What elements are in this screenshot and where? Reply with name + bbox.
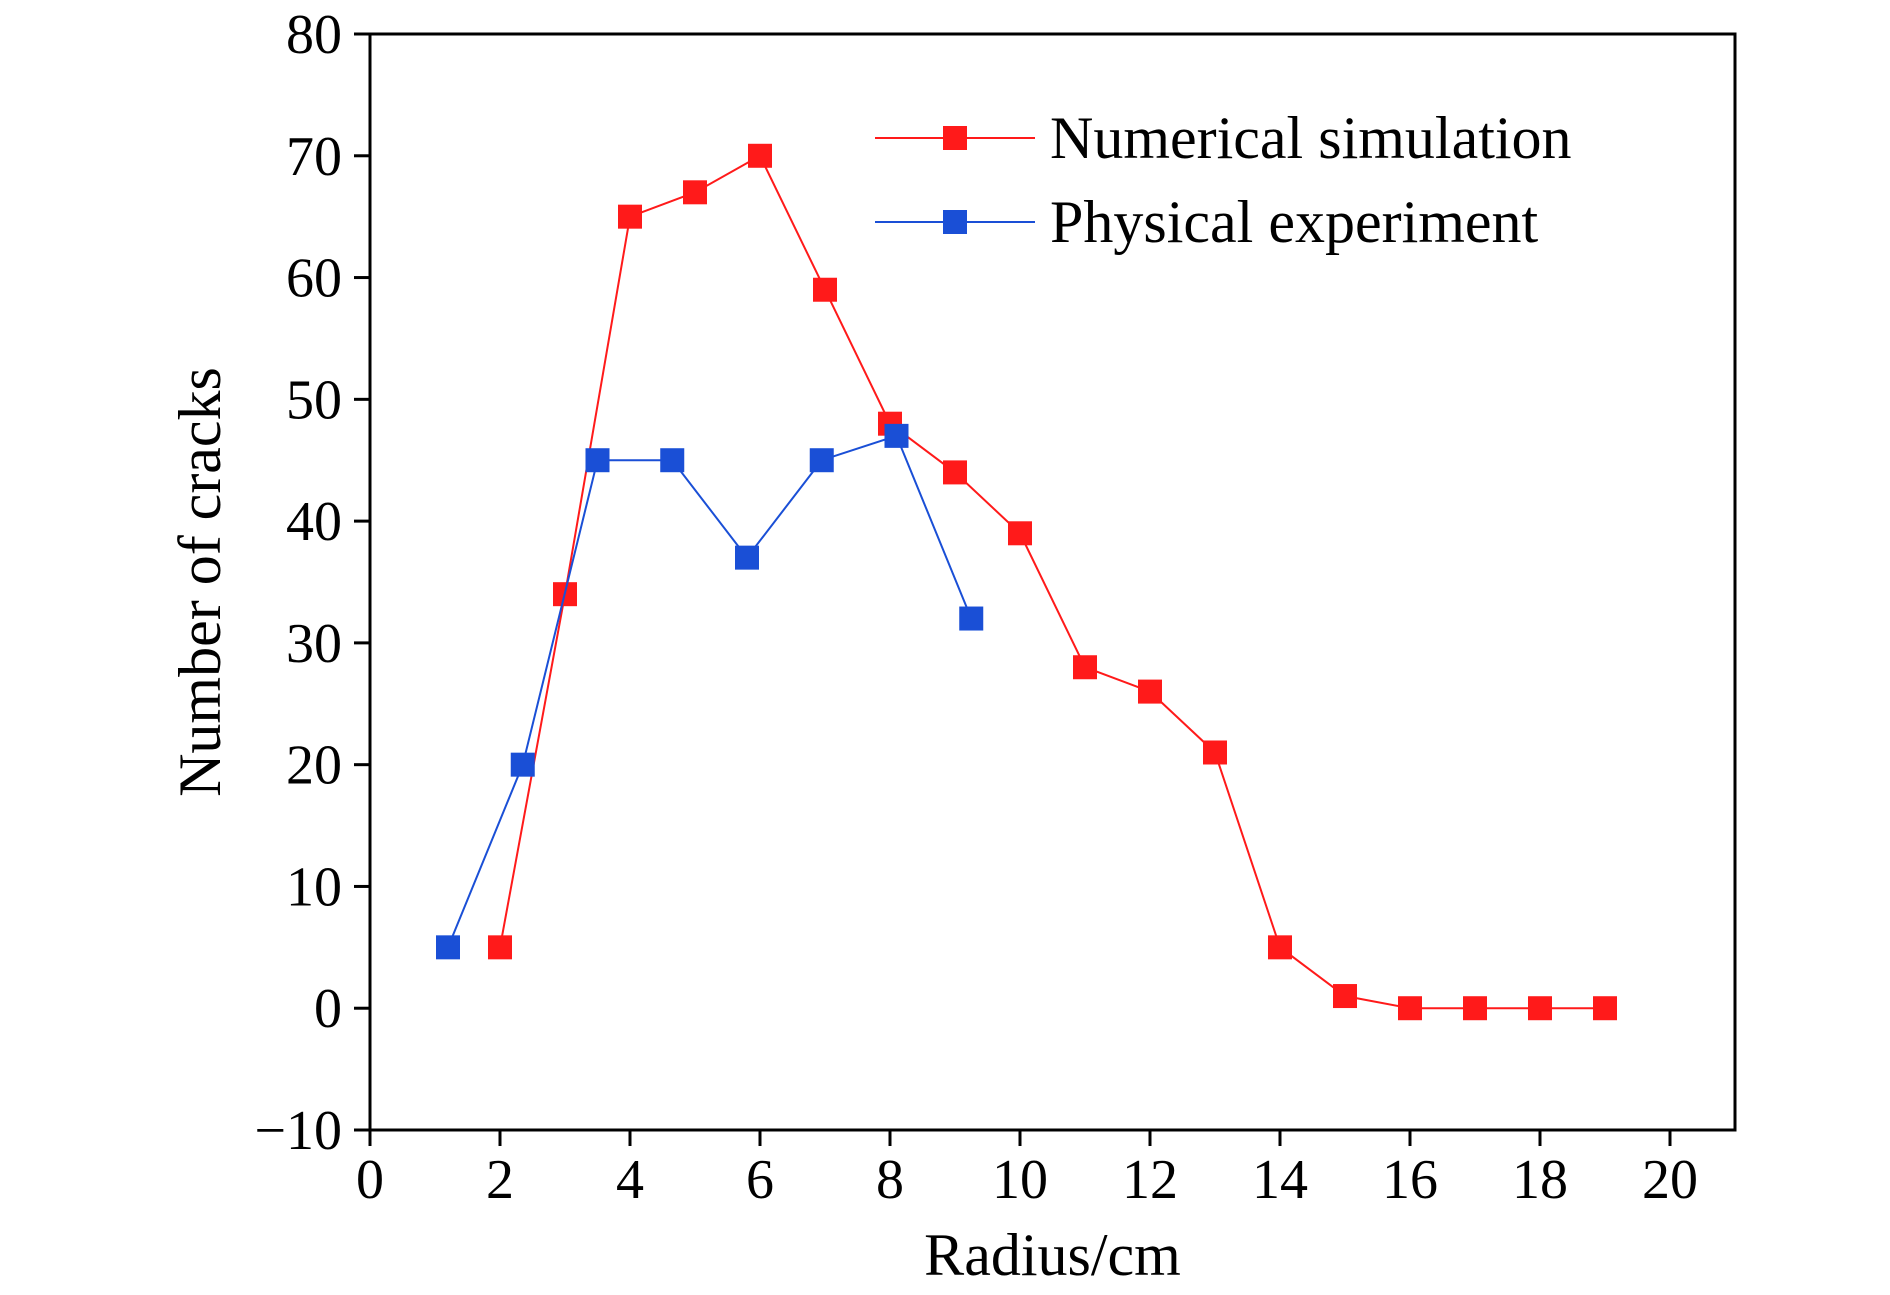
data-point [1528, 996, 1552, 1021]
x-tick-label: 6 [746, 1149, 774, 1211]
data-point [959, 606, 984, 631]
series-1 [436, 423, 984, 960]
legend-marker [943, 210, 967, 234]
x-tick-label: 2 [486, 1149, 514, 1211]
plot-frame [368, 32, 1737, 1132]
x-tick-label: 8 [876, 1149, 904, 1211]
data-point [1203, 740, 1227, 765]
x-tick-label: 12 [1122, 1149, 1178, 1211]
legend-label: Physical experiment [1050, 189, 1539, 255]
y-tick-label: 70 [286, 126, 342, 188]
y-tick-label: 40 [286, 491, 342, 553]
x-axis: 0 2 4 6 8 10 12 14 16 18 20 [356, 1130, 1698, 1211]
y-tick-label: −10 [254, 1100, 342, 1162]
data-point [1463, 996, 1487, 1021]
y-tick-label: 20 [286, 735, 342, 797]
x-tick-label: 4 [616, 1149, 644, 1211]
y-axis-title: Number of cracks [167, 367, 233, 797]
y-tick-label: 60 [286, 248, 342, 310]
data-point [1138, 679, 1162, 704]
data-point [1008, 521, 1032, 546]
series-line [447, 434, 973, 948]
legend: Numerical simulation Physical experiment [875, 105, 1572, 255]
series-line [499, 154, 1605, 1010]
y-tick-label: 0 [314, 978, 342, 1040]
x-tick-label: 18 [1512, 1149, 1568, 1211]
data-point [1398, 996, 1422, 1021]
data-point [884, 423, 909, 448]
x-tick-label: 0 [356, 1149, 384, 1211]
legend-label: Numerical simulation [1050, 105, 1572, 171]
data-point [1593, 996, 1617, 1021]
data-point [585, 448, 610, 473]
y-tick-label: 10 [286, 856, 342, 918]
data-point [813, 277, 837, 302]
y-tick-label: 30 [286, 613, 342, 675]
data-point [683, 180, 707, 205]
x-tick-label: 16 [1382, 1149, 1438, 1211]
data-point [1333, 984, 1357, 1009]
data-point [1268, 935, 1292, 960]
y-axis: −10 0 10 20 30 40 50 60 70 80 [254, 4, 370, 1162]
x-tick-label: 10 [992, 1149, 1048, 1211]
data-point [748, 143, 772, 168]
x-tick-label: 14 [1252, 1149, 1308, 1211]
x-axis-title: Radius/cm [924, 1222, 1181, 1288]
data-point [735, 545, 759, 570]
data-point [436, 935, 460, 960]
legend-marker [943, 126, 967, 150]
data-point [510, 752, 535, 777]
series-0 [488, 143, 1617, 1021]
legend-item: Physical experiment [875, 189, 1539, 255]
data-point [618, 204, 642, 229]
data-point [809, 448, 834, 473]
data-point [488, 935, 512, 960]
data-point [1073, 655, 1097, 680]
y-tick-label: 50 [286, 369, 342, 431]
legend-item: Numerical simulation [875, 105, 1572, 171]
data-point [660, 448, 685, 473]
data-point [943, 460, 967, 485]
y-tick-label: 80 [286, 4, 342, 66]
x-tick-label: 20 [1642, 1149, 1698, 1211]
series-layer [436, 143, 1617, 1021]
